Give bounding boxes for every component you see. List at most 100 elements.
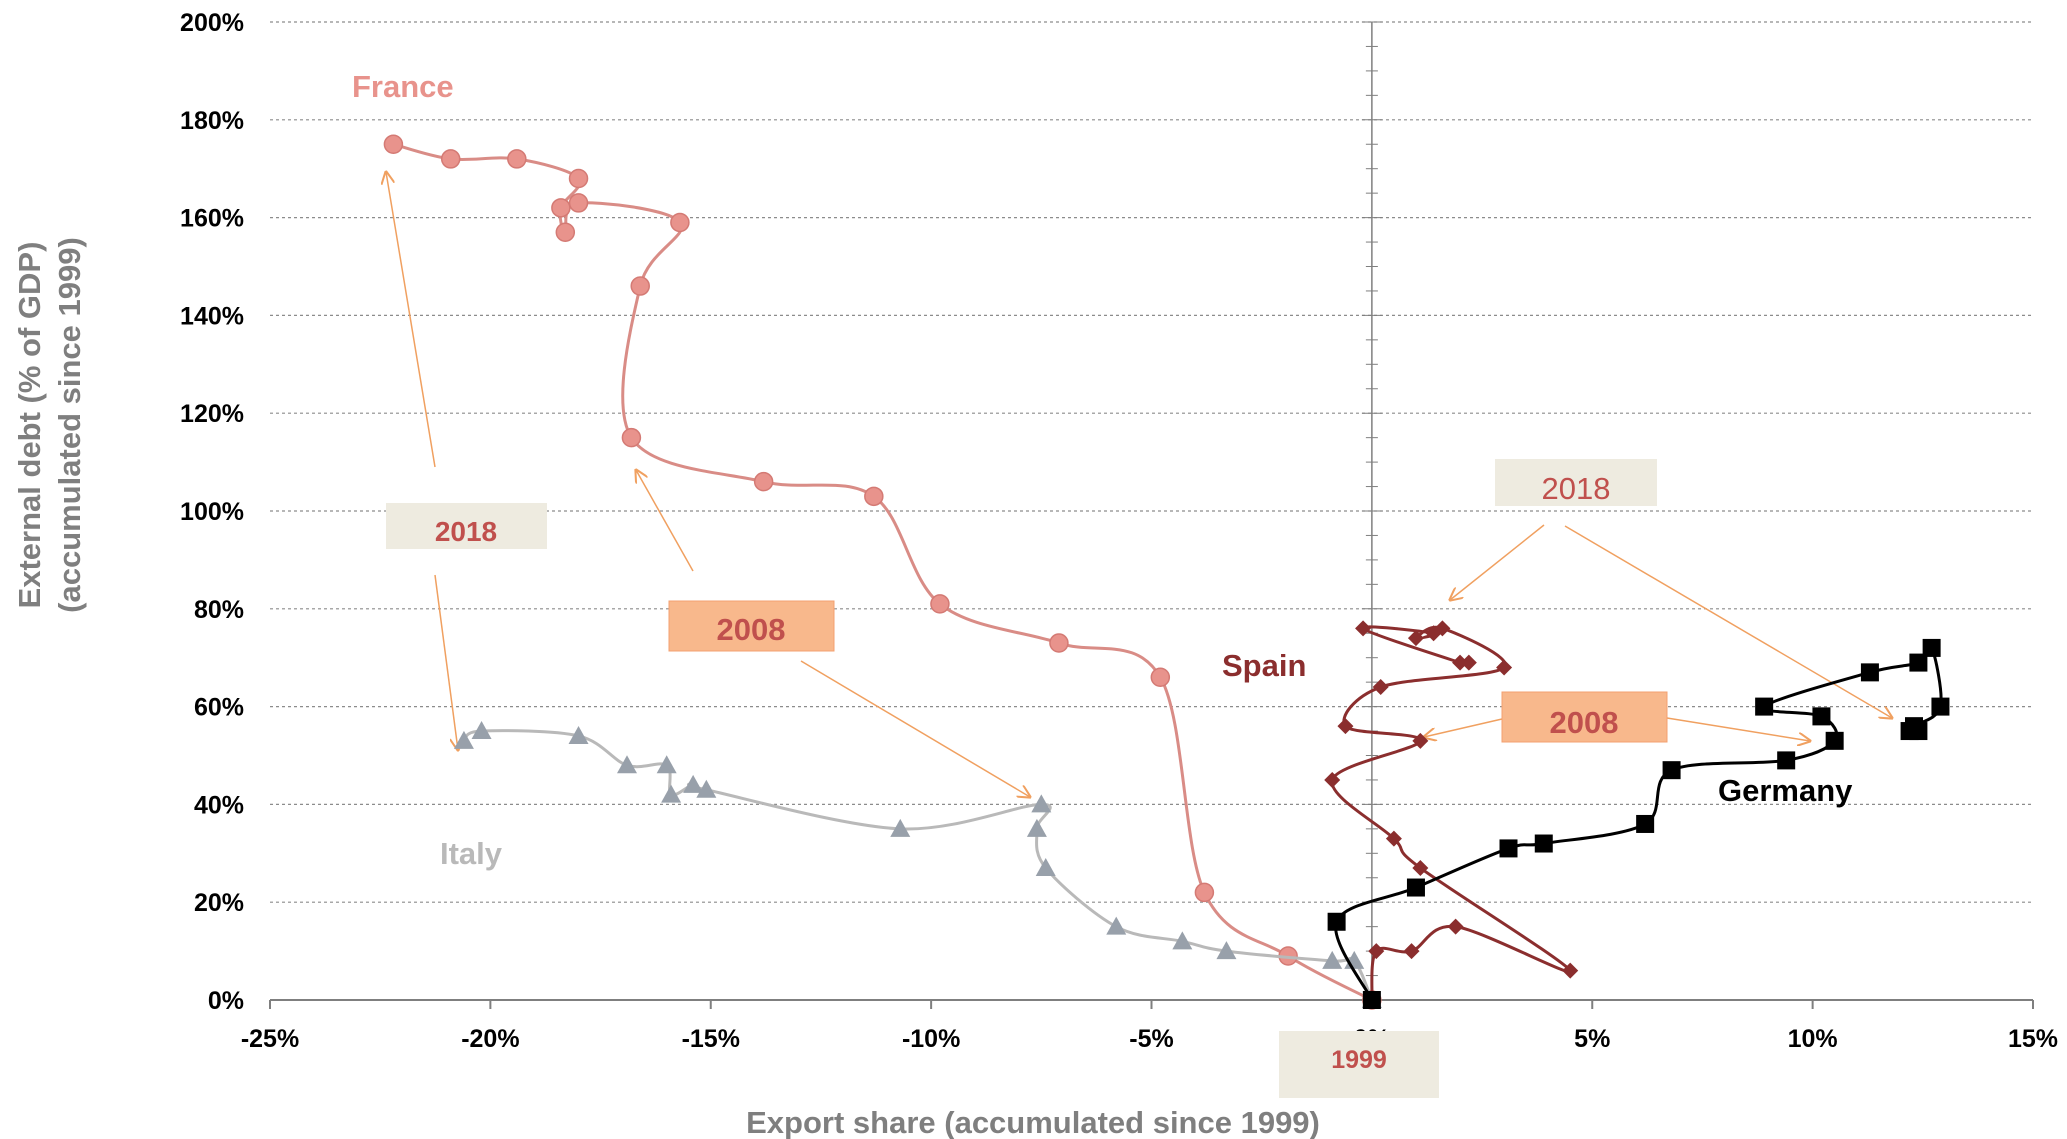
arrow-right-2018-spain [1450,524,1545,600]
data-point-italy [656,755,677,774]
y-tick-label: 100% [180,498,244,526]
x-tick-label: -5% [1129,1025,1173,1053]
data-point-germany [1909,722,1928,741]
data-point-france [1049,633,1069,653]
data-point-france [753,471,774,492]
data-point-germany [1922,638,1941,657]
data-point-germany [1825,731,1844,750]
series-line-italy [462,729,1374,1001]
data-point-italy [661,784,682,803]
y-tick-label: 120% [180,400,244,428]
gridlines [270,21,2033,903]
label-right-2008: 2008 [1550,705,1619,740]
data-point-france [670,212,690,233]
y-tick-label: 200% [180,9,244,37]
data-point-france [440,149,461,169]
data-point-spain [1385,830,1402,847]
data-point-spain [1324,771,1341,788]
data-point-spain [1460,654,1477,671]
arrow-left-2018-italy [434,574,458,750]
label-origin-1999: 1999 [1331,1046,1387,1074]
arrow-left-2008-france [636,470,694,572]
x-axis-title: Export share (accumulated since 1999) [746,1105,1320,1139]
data-point-germany [1636,814,1655,833]
data-point-italy [1031,794,1052,813]
data-point-spain [1562,962,1579,979]
data-point-spain [1368,943,1385,960]
data-point-germany [1860,663,1879,682]
data-point-italy [1216,941,1237,960]
x-tick-label: -20% [461,1025,519,1053]
y-tick-label: 60% [194,694,244,722]
label-box-left-2018 [386,503,547,549]
series-spain [1324,620,1579,1008]
y-tick-label: 160% [180,205,244,233]
data-point-italy [890,818,911,837]
data-point-spain [1412,859,1429,876]
data-point-spain [1447,918,1464,935]
data-point-italy [1172,931,1193,950]
data-point-france [551,198,571,218]
data-point-italy [617,755,638,774]
data-point-germany [1812,707,1831,726]
arrow-left-2008-italy [800,660,1030,797]
y-tick-label: 40% [194,791,244,819]
label-right-2018: 2018 [1542,471,1611,506]
data-point-france [568,193,589,213]
data-point-germany [1534,834,1553,853]
label-box-right-2008 [1501,691,1668,743]
series-line-france [393,142,1373,1002]
x-tick-label: 15% [2008,1025,2058,1053]
series-germany [1327,638,1950,1009]
data-point-spain [1403,943,1420,960]
series-label-spain: Spain [1222,648,1306,683]
data-point-italy [1322,950,1343,969]
series-italy [453,721,1382,1008]
y-axis-title-line1: External debt (% of GDP) [12,242,47,609]
data-point-france [1194,882,1215,903]
label-left-2008: 2008 [717,612,786,647]
data-point-germany [1327,912,1346,931]
x-tick-label: 5% [1574,1025,1610,1053]
data-point-italy [471,721,492,740]
data-point-france [383,134,404,154]
data-point-france [568,168,589,189]
x-tick-label: -25% [241,1025,299,1053]
data-point-germany [1777,751,1796,770]
data-point-germany [1362,991,1381,1009]
data-point-spain [1372,679,1389,696]
data-point-spain [1425,625,1442,642]
label-left-2018: 2018 [435,516,497,547]
annotations [386,172,1892,797]
data-point-france [630,276,650,296]
x-tick-label: 10% [1788,1025,1838,1053]
data-point-france [555,222,576,243]
series-line-spain [1330,625,1572,1001]
series-label-france: France [352,69,454,104]
series-label-italy: Italy [440,836,503,871]
data-point-germany [1909,653,1928,672]
data-point-spain [1337,718,1354,735]
y-tick-label: 80% [194,596,244,624]
data-point-italy [683,774,704,793]
data-point-italy [1026,818,1047,837]
x-tick-label: -15% [682,1025,740,1053]
data-point-italy [1035,857,1056,876]
data-point-france [621,427,642,448]
data-point-spain [1355,620,1372,637]
series-france [383,134,1382,1010]
data-point-france [930,594,950,614]
label-box-left-2008 [668,600,835,652]
series [383,134,1950,1010]
y-axis-title-line2: (accumulated since 1999) [52,237,87,613]
y-tick-label: 180% [180,107,244,135]
data-point-germany [1755,697,1774,716]
y-tick-label: 0% [208,987,244,1015]
data-point-italy [453,730,474,749]
data-point-germany [1499,839,1518,858]
arrow-right-2008-germany [1666,717,1810,741]
annotation-boxes: 2018 2008 2018 2008 1999 [386,459,1668,1098]
data-point-germany [1662,761,1681,780]
data-point-spain [1496,659,1513,676]
